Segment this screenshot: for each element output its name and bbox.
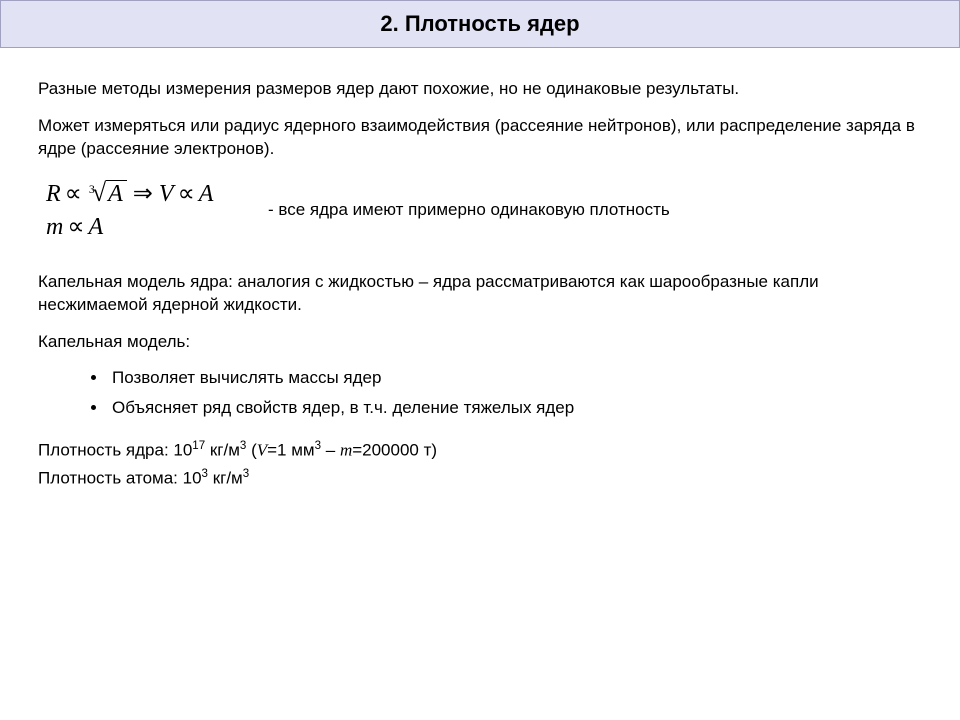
formula-note: - все ядра имеют примерно одинаковую пло…: [268, 200, 670, 220]
slide-content: Разные методы измерения размеров ядер да…: [0, 48, 960, 489]
symbol-proportional-2: ∝: [174, 181, 199, 207]
nucleus-extra-open: (: [246, 440, 256, 459]
intro-paragraph-2: Может измеряться или радиус ядерного вза…: [38, 115, 922, 161]
symbol-R: R: [46, 181, 61, 207]
intro-paragraph-1: Разные методы измерения размеров ядер да…: [38, 78, 922, 101]
radicand-A: A: [106, 180, 127, 207]
symbol-m: m: [46, 214, 63, 240]
nucleus-density-unit: кг/м: [205, 440, 240, 459]
root-index: 3: [89, 182, 95, 196]
drop-model-label: Капельная модель:: [38, 331, 922, 354]
symbol-A-2: A: [89, 214, 104, 240]
nucleus-density-exp: 17: [192, 440, 205, 452]
atom-density-unit-exp: 3: [243, 468, 249, 480]
nucleus-dash: –: [321, 440, 340, 459]
atom-density-unit: кг/м: [208, 469, 243, 488]
symbol-implies: ⇒: [127, 181, 159, 207]
bullet-item: Позволяет вычислять массы ядер: [108, 368, 922, 388]
symbol-proportional: ∝: [61, 181, 86, 207]
drop-model-bullets: Позволяет вычислять массы ядер Объясняет…: [108, 368, 922, 418]
nucleus-eq1: =1 мм: [267, 440, 314, 459]
slide-title: 2. Плотность ядер: [1, 11, 959, 37]
atom-density: Плотность атома: 103 кг/м3: [38, 468, 922, 489]
bullet-item: Объясняет ряд свойств ядер, в т.ч. делен…: [108, 398, 922, 418]
nucleus-eq2: =200000 т): [352, 440, 437, 459]
symbol-V: V: [159, 181, 174, 207]
symbol-proportional-3: ∝: [63, 214, 88, 240]
nucleus-density-label: Плотность ядра: 10: [38, 440, 192, 459]
atom-density-label: Плотность атома: 10: [38, 469, 202, 488]
formula-block: R∝3√A⇒V∝A m∝A: [38, 175, 238, 245]
drop-model-intro: Капельная модель ядра: аналогия с жидкос…: [38, 271, 922, 317]
symbol-m-inline: m: [340, 440, 352, 459]
formula-line-2: m∝A: [46, 211, 238, 245]
formula-line-1: R∝3√A⇒V∝A: [46, 175, 238, 212]
symbol-A: A: [199, 181, 214, 207]
slide-header: 2. Плотность ядер: [0, 0, 960, 48]
nucleus-density: Плотность ядра: 1017 кг/м3 (V=1 мм3 – m=…: [38, 440, 922, 461]
formula-row: R∝3√A⇒V∝A m∝A - все ядра имеют примерно …: [38, 175, 922, 245]
symbol-V-inline: V: [257, 440, 267, 459]
